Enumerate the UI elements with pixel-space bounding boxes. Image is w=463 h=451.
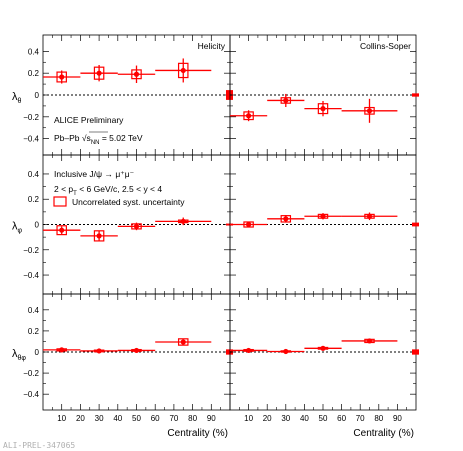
syst-box [93,230,105,242]
y-tick-label: 0 [35,348,40,357]
data-point [283,97,289,104]
data-point [180,67,186,74]
y-tick-label: 0.2 [28,69,40,78]
x-tick-label: 60 [337,414,346,423]
y-tick-label: −0.4 [23,390,39,399]
process-label: Inclusive J/ψ → μ⁺μ⁻ [54,169,135,179]
x-axis-label: Centrality (%) [167,428,228,439]
y-axis-label: λθφ [12,348,26,362]
data-point [133,223,140,229]
data-point [283,348,289,355]
syst-box [243,111,254,121]
syst-box [93,66,105,80]
x-tick-label: 80 [188,414,197,423]
syst-box [131,69,142,80]
panel-6: 10 20 30 40 50 60 70 80 90 Centrality (%) [229,293,419,439]
y-tick-label: 0.4 [28,306,40,315]
panel-4 [229,154,419,295]
x-tick-label: 30 [95,414,104,423]
syst-box [364,106,375,115]
x-tick-label: 40 [113,414,122,423]
data-point [246,347,252,354]
panel-2: Collins-Soper [229,34,419,156]
y-axis-label: λθ [12,91,22,105]
data-point [320,213,326,219]
frame-label: Helicity [198,41,226,51]
data-point [366,108,373,114]
data-point [180,218,186,224]
data-point [133,71,140,77]
data-point [366,338,373,344]
y-tick-label: 0.2 [28,327,40,336]
watermark: ALI-PREL-347065 [3,441,75,450]
data-point [283,216,289,222]
x-tick-label: 70 [169,414,178,423]
panel-3: 0.4 0.2 0 −0.2 −0.4 λφ [12,154,233,295]
frame-label: Collins-Soper [360,41,411,51]
data-point [59,347,65,353]
y-tick-label: 0.2 [28,195,40,204]
data-point [246,113,252,119]
global-uncertainty-box [226,223,233,226]
legend-syst-box [53,196,67,207]
y-tick-label: −0.2 [23,113,39,122]
x-tick-label: 70 [356,414,365,423]
syst-box [317,103,329,115]
kinematics-label: 2 < pT < 6 GeV/c, 2.5 < y < 4 [54,184,162,197]
data-point [246,221,252,228]
legend-syst-label: Uncorrelated syst. uncertainty [72,197,185,207]
y-tick-label: −0.2 [23,246,39,255]
y-tick-label: 0 [35,221,40,230]
global-uncertainty-box [412,349,419,355]
global-uncertainty-box [412,93,419,97]
y-tick-label: −0.4 [23,271,39,280]
x-tick-label: 20 [263,414,272,423]
data-point [96,348,102,354]
x-tick-label: 10 [244,414,253,423]
data-point [180,339,186,345]
y-tick-label: −0.4 [23,135,39,144]
data-point [320,345,326,351]
data-point [133,347,140,354]
panels-layer: 0.4 0.2 0 −0.2 −0.4 Helicity λθ Collins-Soper 0.… [12,34,419,439]
syst-box [56,225,67,236]
y-tick-label: −0.2 [23,369,39,378]
global-uncertainty-box [226,90,233,100]
y-tick-label: 0.4 [28,170,40,179]
syst-box [177,62,189,79]
preliminary-label: ALICE Preliminary [54,115,124,125]
panel-5: 0.4 0.2 0 −0.2 −0.4 10 20 30 40 50 60 70 80 90 λθφ Cent… [12,293,233,439]
y-tick-label: 0 [35,91,40,100]
x-tick-label: 40 [300,414,309,423]
x-tick-label: 50 [319,414,328,423]
syst-box [280,215,292,223]
data-point [366,213,373,219]
data-point [96,70,102,76]
system-label: Pb–Pb √sNN = 5.02 TeV [54,133,143,146]
data-point [320,106,326,112]
x-tick-label: 60 [151,414,160,423]
x-tick-label: 80 [374,414,383,423]
syst-box [56,71,67,83]
y-axis-label: λφ [12,221,23,235]
x-tick-label: 10 [57,414,66,423]
data-point [59,74,65,80]
data-point [96,233,102,239]
x-tick-label: 90 [393,414,402,423]
y-tick-label: 0.4 [28,47,40,56]
x-tick-label: 90 [207,414,216,423]
global-uncertainty-box [412,222,419,227]
x-axis-label: Centrality (%) [353,428,414,439]
x-tick-label: 50 [132,414,141,423]
syst-box [177,338,189,346]
global-uncertainty-box [226,349,233,355]
x-tick-label: 30 [281,414,290,423]
data-point [59,227,65,233]
syst-box [280,97,292,104]
x-tick-label: 20 [76,414,85,423]
